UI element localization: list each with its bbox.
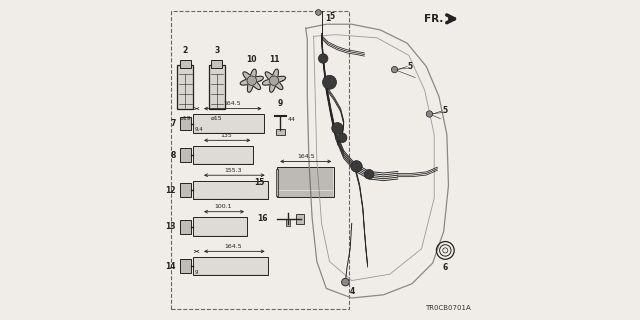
Text: 44: 44 — [287, 117, 295, 122]
Polygon shape — [262, 69, 285, 92]
Bar — [193, 257, 268, 276]
Text: 10: 10 — [246, 55, 257, 64]
Text: 5: 5 — [330, 12, 335, 21]
Bar — [193, 217, 247, 236]
Text: 9.4: 9.4 — [195, 127, 204, 132]
Circle shape — [364, 170, 374, 179]
Bar — [209, 65, 225, 109]
Bar — [180, 148, 191, 162]
Bar — [276, 129, 285, 135]
Circle shape — [342, 278, 349, 286]
Text: TR0CB0701A: TR0CB0701A — [425, 305, 470, 311]
Circle shape — [269, 76, 279, 85]
Bar — [276, 169, 278, 196]
Text: 16: 16 — [257, 214, 268, 223]
Text: 6: 6 — [443, 263, 448, 272]
Text: 1: 1 — [324, 14, 330, 23]
Bar — [180, 259, 191, 273]
Circle shape — [426, 111, 433, 117]
Bar — [180, 220, 191, 234]
Circle shape — [351, 161, 362, 172]
Bar — [211, 60, 223, 68]
Bar — [286, 219, 291, 226]
Bar — [177, 65, 193, 109]
Circle shape — [337, 133, 347, 142]
Text: 135: 135 — [221, 133, 232, 138]
Text: FR.: FR. — [424, 14, 444, 24]
Text: ø19: ø19 — [179, 116, 191, 121]
Text: 9: 9 — [195, 270, 198, 275]
Bar — [277, 167, 334, 197]
Text: 9: 9 — [278, 99, 283, 108]
Circle shape — [316, 10, 321, 15]
Text: 164.5: 164.5 — [297, 154, 314, 159]
Circle shape — [247, 76, 257, 85]
Polygon shape — [240, 69, 264, 92]
Circle shape — [392, 67, 397, 73]
Text: 2: 2 — [182, 46, 188, 55]
Text: 13: 13 — [165, 222, 175, 231]
Bar — [171, 11, 349, 309]
Bar — [180, 60, 191, 68]
Text: 155.3: 155.3 — [225, 168, 243, 173]
Text: 14: 14 — [165, 262, 175, 271]
Text: 164.5: 164.5 — [225, 244, 243, 249]
Bar — [296, 214, 304, 224]
Text: 12: 12 — [165, 186, 175, 195]
Text: 5: 5 — [408, 62, 413, 71]
Text: 164.5: 164.5 — [223, 101, 241, 106]
Text: 5: 5 — [443, 106, 448, 115]
Text: 4: 4 — [350, 287, 355, 296]
Text: 3: 3 — [214, 46, 220, 55]
Circle shape — [332, 123, 343, 134]
Circle shape — [319, 54, 328, 63]
Bar — [180, 116, 191, 131]
Bar — [180, 183, 191, 197]
Text: 15: 15 — [254, 178, 264, 187]
Text: 100.1: 100.1 — [214, 204, 232, 209]
Text: 7: 7 — [170, 119, 175, 128]
Circle shape — [323, 75, 337, 89]
Bar — [193, 181, 268, 199]
Bar — [193, 146, 253, 164]
Bar — [193, 114, 264, 133]
Text: 11: 11 — [269, 55, 279, 64]
Text: ø15: ø15 — [211, 116, 223, 121]
Text: 8: 8 — [170, 151, 175, 160]
